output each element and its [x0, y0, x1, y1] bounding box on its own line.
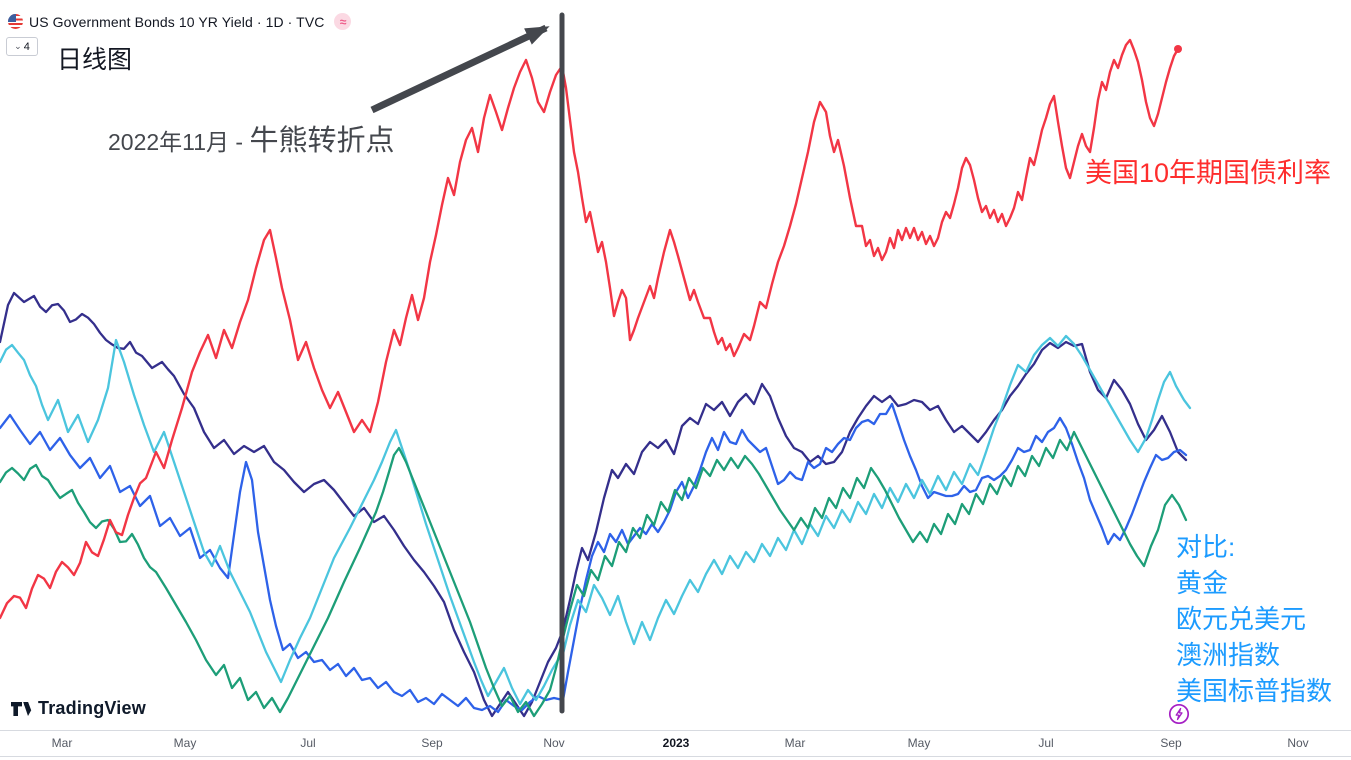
series-line-compare-navy [0, 291, 1188, 718]
axis-tick-month: Nov [1287, 736, 1309, 750]
tradingview-watermark[interactable]: TradingView [10, 698, 146, 719]
last-price-dot [1174, 45, 1182, 53]
symbol-title[interactable]: US Government Bonds 10 YR Yield · 1D · T… [29, 13, 325, 30]
us-flag-icon [8, 14, 23, 29]
compare-count: 4 [23, 40, 30, 53]
compare-label-item[interactable]: 澳洲指数 [1176, 640, 1281, 670]
annotation-sep-text: - [229, 129, 250, 155]
symbol-header[interactable]: US Government Bonds 10 YR Yield · 1D · T… [8, 13, 352, 30]
us10y-series-label[interactable]: 美国10年期国债利率 [1085, 158, 1332, 188]
axis-tick-month: May [173, 736, 197, 750]
series-line-compare-cyan [0, 334, 1192, 706]
axis-tick-month: Nov [543, 736, 565, 750]
tradingview-logo-text: TradingView [38, 698, 146, 718]
compare-labels-title: 对比: [1176, 532, 1236, 562]
chevron-down-icon: ⌄ [14, 41, 22, 51]
time-axis[interactable]: Mar May Jul Sep Nov 2023 Mar May Jul Sep Nov [0, 730, 1351, 757]
series-line-compare-green [0, 430, 1188, 718]
axis-tick-month: Mar [51, 736, 73, 750]
price-chart-canvas[interactable] [0, 0, 1351, 730]
axis-tick-month: Mar [784, 736, 806, 750]
compare-labels-annotation[interactable]: 对比: 黄金欧元兑美元澳洲指数美国标普指数 [1176, 529, 1332, 709]
legend-collapse-button[interactable]: ⌄ 4 [6, 37, 38, 56]
chart-title-annotation[interactable]: 日线图 [57, 46, 133, 74]
tradingview-logo-icon [11, 701, 32, 716]
annotation-event-text: 牛熊转折点 [249, 125, 395, 157]
axis-tick-month: Jul [300, 736, 316, 750]
axis-tick-month: Sep [1160, 736, 1182, 750]
compare-label-item[interactable]: 黄金 [1176, 568, 1229, 598]
axis-tick-month: Jul [1038, 736, 1054, 750]
series-line-us10y-red [0, 38, 1180, 620]
annotation-arrow[interactable] [370, 24, 550, 114]
boost-flash-icon[interactable] [1168, 703, 1190, 725]
compare-label-item[interactable]: 美国标普指数 [1176, 676, 1333, 706]
axis-tick-month: May [907, 736, 931, 750]
annotation-date-text: 2022年11月 [108, 129, 230, 155]
symbol-status-icon[interactable]: ≈ [334, 13, 352, 30]
compare-label-item[interactable]: 欧元兑美元 [1176, 604, 1307, 634]
series-line-compare-blue [0, 402, 1188, 714]
axis-tick-year: 2023 [662, 736, 690, 750]
axis-tick-month: Sep [421, 736, 443, 750]
turning-point-annotation[interactable]: 2022年11月 - 牛熊转折点 [108, 117, 395, 159]
